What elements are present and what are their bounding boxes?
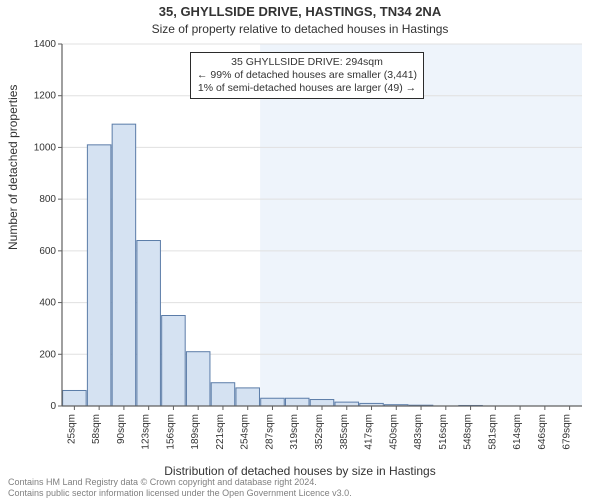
- annotation-box: 35 GHYLLSIDE DRIVE: 294sqm ← 99% of deta…: [190, 52, 424, 99]
- x-tick-label: 319sqm: [289, 414, 300, 450]
- histogram-bar: [186, 352, 210, 406]
- x-tick-label: 352sqm: [314, 414, 325, 450]
- annotation-line-3: 1% of semi-detached houses are larger (4…: [197, 82, 417, 95]
- x-tick-label: 450sqm: [388, 414, 399, 450]
- x-tick-label: 90sqm: [116, 414, 127, 444]
- annotation-line-2: ← 99% of detached houses are smaller (3,…: [197, 69, 417, 82]
- x-tick-label: 385sqm: [339, 414, 350, 450]
- x-tick-label: 25sqm: [66, 414, 77, 444]
- x-tick-label: 254sqm: [240, 414, 251, 450]
- y-tick-label: 0: [50, 401, 56, 412]
- y-tick-label: 1200: [34, 91, 57, 102]
- x-tick-label: 189sqm: [190, 414, 201, 450]
- x-tick-label: 221sqm: [215, 414, 226, 450]
- x-tick-label: 614sqm: [512, 414, 523, 450]
- x-tick-label: 581sqm: [487, 414, 498, 450]
- histogram-bar: [112, 124, 136, 406]
- histogram-bar: [162, 316, 186, 407]
- footer-attribution: Contains HM Land Registry data © Crown c…: [8, 477, 592, 498]
- x-tick-label: 679sqm: [562, 414, 573, 450]
- footer-line-1: Contains HM Land Registry data © Crown c…: [8, 477, 592, 487]
- y-tick-label: 1400: [34, 39, 57, 50]
- x-tick-label: 123sqm: [141, 414, 152, 450]
- x-tick-label: 646sqm: [537, 414, 548, 450]
- footer-line-2: Contains public sector information licen…: [8, 488, 592, 498]
- x-tick-label: 548sqm: [463, 414, 474, 450]
- histogram-bar: [236, 388, 260, 406]
- annotation-line-1: 35 GHYLLSIDE DRIVE: 294sqm: [197, 56, 417, 69]
- x-tick-label: 156sqm: [165, 414, 176, 450]
- y-tick-label: 400: [39, 298, 56, 309]
- x-tick-label: 483sqm: [413, 414, 424, 450]
- x-tick-label: 417sqm: [364, 414, 375, 450]
- histogram-bar: [285, 398, 309, 406]
- histogram-bar: [261, 398, 285, 406]
- x-tick-label: 516sqm: [438, 414, 449, 450]
- histogram-bar: [211, 383, 235, 406]
- y-tick-label: 1000: [34, 142, 57, 153]
- histogram-bar: [63, 390, 87, 406]
- x-tick-label: 58sqm: [91, 414, 102, 444]
- histogram-bar: [310, 400, 334, 406]
- histogram-bar: [137, 241, 161, 406]
- histogram-bar: [87, 145, 111, 406]
- y-tick-label: 200: [39, 349, 56, 360]
- x-tick-label: 287sqm: [264, 414, 275, 450]
- y-tick-label: 800: [39, 194, 56, 205]
- y-tick-label: 600: [39, 246, 56, 257]
